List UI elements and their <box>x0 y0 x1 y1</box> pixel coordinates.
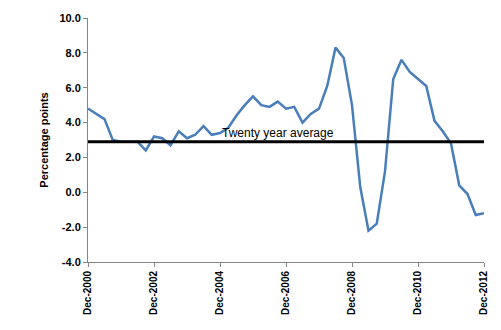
svg-text:6.0: 6.0 <box>66 82 81 94</box>
svg-text:Dec-2006: Dec-2006 <box>280 271 291 315</box>
svg-text:Percentage points: Percentage points <box>38 92 50 187</box>
svg-text:Dec-2002: Dec-2002 <box>148 271 159 315</box>
svg-text:8.0: 8.0 <box>66 47 81 59</box>
svg-text:Dec-2004: Dec-2004 <box>214 271 225 315</box>
svg-text:Twenty year average: Twenty year average <box>222 126 334 140</box>
svg-text:Dec-2010: Dec-2010 <box>412 271 423 315</box>
svg-text:0.0: 0.0 <box>66 186 81 198</box>
svg-text:-2.0: -2.0 <box>62 221 81 233</box>
svg-text:Dec-2000: Dec-2000 <box>82 271 93 315</box>
svg-text:Dec-2008: Dec-2008 <box>346 271 357 315</box>
svg-text:4.0: 4.0 <box>66 116 81 128</box>
svg-text:-4.0: -4.0 <box>62 256 81 268</box>
svg-text:10.0: 10.0 <box>59 12 80 24</box>
svg-text:2.0: 2.0 <box>66 151 81 163</box>
svg-text:Dec-2012: Dec-2012 <box>478 271 489 315</box>
